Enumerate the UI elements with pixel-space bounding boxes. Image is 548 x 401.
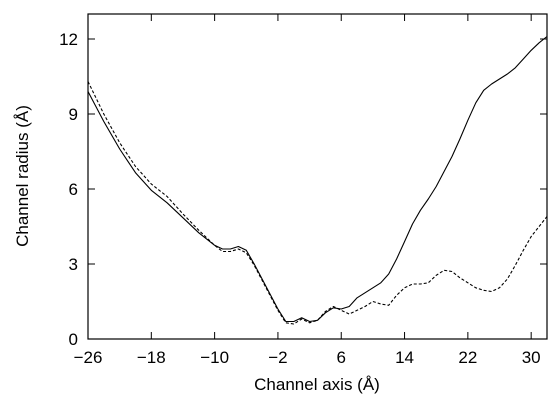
x-tick-label: −26 [74,348,103,367]
x-tick-label: 22 [458,348,477,367]
x-tick-label: 6 [337,348,346,367]
x-tick-label: 30 [522,348,541,367]
y-axis-label: Channel radius (Å) [13,105,32,247]
x-axis-label: Channel axis (Å) [254,375,380,394]
series-line-solid [87,36,548,323]
y-axis: 0 3 6 9 12 [59,30,547,349]
x-tick-label: 14 [395,348,414,367]
y-tick-label: 12 [59,30,78,49]
x-tick-label: −10 [200,348,229,367]
y-tick-label: 6 [69,180,78,199]
series-group [87,36,548,325]
y-tick-label: 9 [69,105,78,124]
y-tick-label: 3 [69,255,78,274]
series-line-dashed [87,81,548,325]
x-tick-label: −2 [268,348,287,367]
y-tick-label: 0 [69,330,78,349]
x-axis: −26 −18 −10 −2 6 14 22 30 [74,14,541,367]
x-tick-label: −18 [137,348,166,367]
plot-frame [87,13,548,340]
